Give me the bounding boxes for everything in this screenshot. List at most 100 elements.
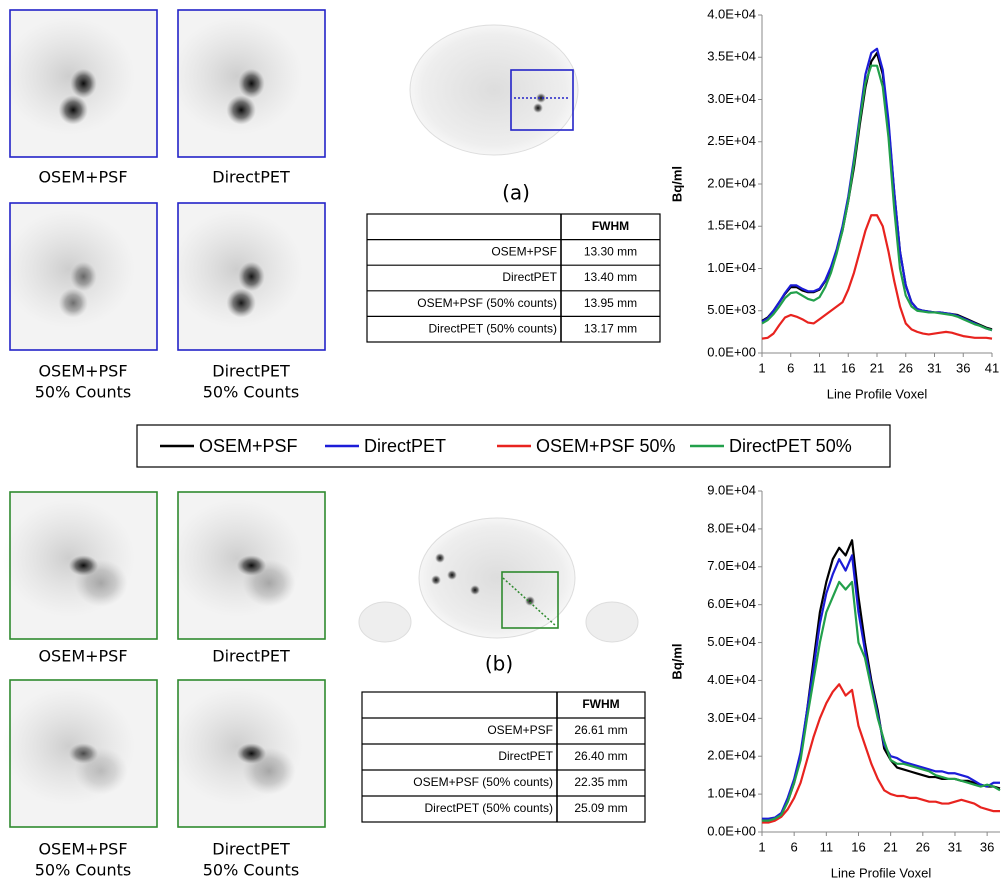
x-axis-title: Line Profile Voxel xyxy=(827,386,928,401)
pet-hotspot xyxy=(525,596,535,606)
image-caption: DirectPET xyxy=(212,362,290,381)
y-tick-label: 0.0E+00 xyxy=(707,823,756,838)
image-caption: OSEM+PSF xyxy=(38,168,127,187)
table-frame xyxy=(361,691,646,823)
pet-hotspot xyxy=(242,747,296,795)
table-cell: OSEM+PSF (50% counts) xyxy=(413,775,553,789)
series-line xyxy=(762,683,1000,824)
series-line xyxy=(761,214,993,340)
x-tick-label: 1 xyxy=(758,360,765,375)
y-tick-label: 3.5E+04 xyxy=(707,49,756,64)
pet-hotspot xyxy=(74,747,128,795)
table-cell: 26.61 mm xyxy=(574,723,627,737)
image-caption: OSEM+PSF xyxy=(38,362,127,381)
x-tick-label: 1 xyxy=(758,839,765,854)
pet-hotspot xyxy=(435,553,445,563)
pet-hotspot xyxy=(70,68,97,99)
x-tick-label: 31 xyxy=(948,839,962,854)
y-tick-label: 4.0E+04 xyxy=(707,672,756,687)
x-tick-label: 6 xyxy=(791,839,798,854)
y-tick-label: 7.0E+04 xyxy=(707,558,756,573)
pet-hotspot xyxy=(238,261,265,292)
table-cell: DirectPET (50% counts) xyxy=(429,321,558,335)
image-caption: 50% Counts xyxy=(203,383,300,402)
pet-hotspot xyxy=(226,288,256,318)
x-tick-label: 41 xyxy=(985,360,999,375)
image-caption: 50% Counts xyxy=(203,861,300,880)
panel-label: (b) xyxy=(485,652,513,676)
legend-label: OSEM+PSF xyxy=(199,436,298,456)
x-tick-label: 16 xyxy=(841,360,855,375)
y-tick-label: 1.0E+04 xyxy=(707,260,756,275)
pet-hotspot xyxy=(533,103,543,113)
table-cell: DirectPET (50% counts) xyxy=(425,801,554,815)
y-tick-label: 1.5E+04 xyxy=(707,218,756,233)
y-tick-label: 6.0E+04 xyxy=(707,596,756,611)
table-cell: 13.40 mm xyxy=(584,270,637,284)
image-caption: 50% Counts xyxy=(35,383,132,402)
legend-label: DirectPET 50% xyxy=(729,436,852,456)
table-cell: OSEM+PSF (50% counts) xyxy=(417,296,557,310)
table-header: FWHM xyxy=(592,219,629,233)
x-tick-label: 16 xyxy=(851,839,865,854)
pet-haze xyxy=(2,210,135,328)
table-cell: 13.30 mm xyxy=(584,245,637,259)
axial-slice xyxy=(409,24,579,156)
pet-hotspot xyxy=(447,570,457,580)
image-caption: OSEM+PSF xyxy=(38,840,127,859)
pet-hotspot xyxy=(470,585,480,595)
pet-hotspot xyxy=(536,93,546,103)
axial-slice xyxy=(358,601,412,643)
pet-haze xyxy=(170,17,303,135)
x-axis-title: Line Profile Voxel xyxy=(831,865,932,880)
pet-haze xyxy=(170,210,303,328)
x-tick-label: 26 xyxy=(899,360,913,375)
series-line xyxy=(761,539,1001,822)
image-frame xyxy=(9,679,158,828)
legend-box xyxy=(136,424,891,468)
pet-hotspot xyxy=(431,575,441,585)
y-tick-label: 8.0E+04 xyxy=(707,520,756,535)
y-tick-label: 2.0E+04 xyxy=(707,175,756,190)
table-cell: 26.40 mm xyxy=(574,749,627,763)
panel-label: (a) xyxy=(502,181,530,205)
pet-hotspot xyxy=(238,68,265,99)
image-caption: DirectPET xyxy=(212,168,290,187)
pet-hotspot xyxy=(74,559,128,607)
x-tick-label: 36 xyxy=(956,360,970,375)
pet-hotspot xyxy=(58,288,88,318)
y-axis-title: Bq/ml xyxy=(669,166,684,202)
x-tick-label: 6 xyxy=(787,360,794,375)
image-frame xyxy=(177,202,326,351)
table-cell: 22.35 mm xyxy=(574,775,627,789)
table-cell: 25.09 mm xyxy=(574,801,627,815)
y-tick-label: 5.0E+03 xyxy=(707,302,756,317)
roi-box xyxy=(501,571,559,629)
y-tick-label: 9.0E+04 xyxy=(707,482,756,497)
x-tick-label: 26 xyxy=(916,839,930,854)
image-frame xyxy=(177,679,326,828)
y-tick-label: 5.0E+04 xyxy=(707,634,756,649)
series-line xyxy=(762,580,1001,822)
table-header: FWHM xyxy=(582,697,619,711)
x-tick-label: 21 xyxy=(870,360,884,375)
table-cell: OSEM+PSF xyxy=(491,245,557,259)
image-frame xyxy=(177,9,326,158)
image-frame xyxy=(177,491,326,640)
series-line xyxy=(762,554,1000,820)
y-tick-label: 3.0E+04 xyxy=(707,91,756,106)
y-tick-label: 2.0E+04 xyxy=(707,748,756,763)
x-tick-label: 11 xyxy=(813,360,827,375)
table-cell: 13.95 mm xyxy=(584,296,637,310)
y-tick-label: 1.0E+04 xyxy=(707,786,756,801)
image-frame xyxy=(9,491,158,640)
pet-hotspot xyxy=(226,95,256,125)
image-caption: OSEM+PSF xyxy=(38,647,127,666)
pet-haze xyxy=(2,17,135,135)
table-frame xyxy=(366,213,661,343)
series-line xyxy=(761,64,993,332)
pet-hotspot xyxy=(58,95,88,125)
image-caption: DirectPET xyxy=(212,647,290,666)
axial-slice xyxy=(418,517,576,639)
